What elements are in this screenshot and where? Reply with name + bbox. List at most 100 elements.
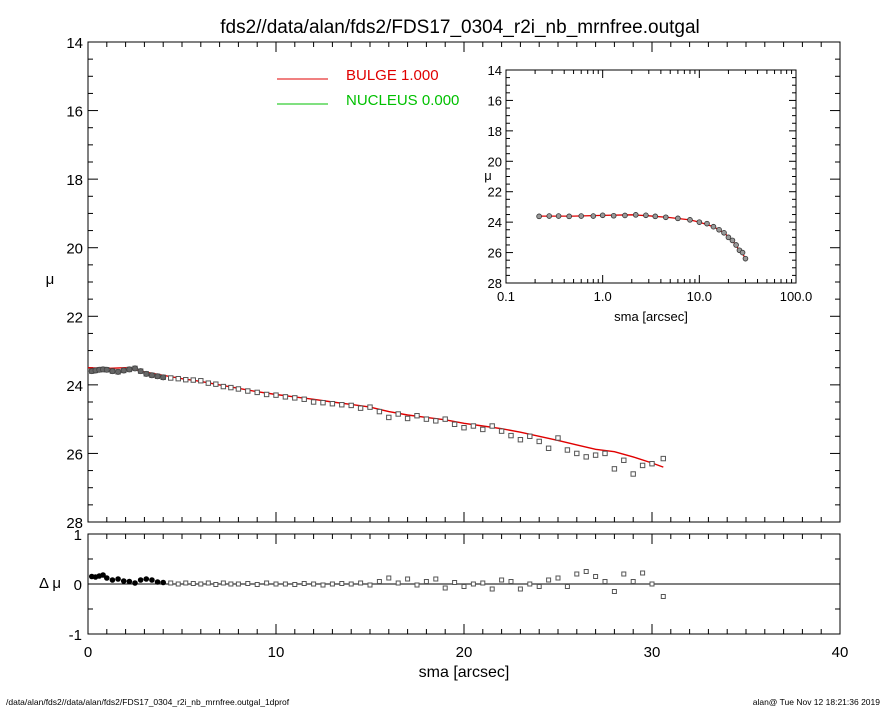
- inset-data-point: [733, 242, 739, 248]
- main-data-point-dense: [103, 366, 110, 373]
- residual-data-point: [376, 579, 382, 584]
- residual-data-point: [228, 581, 234, 587]
- residual-data-point: [640, 570, 646, 576]
- main-data-point: [205, 380, 212, 386]
- inset-data-point: [710, 223, 717, 230]
- inset-y-axis-label: μ: [484, 168, 492, 183]
- inset-x-tick-label: 0.1: [497, 289, 515, 304]
- main-data-point: [621, 457, 627, 463]
- main-data-point: [376, 408, 383, 415]
- main-data-point-dense: [131, 365, 138, 372]
- residual-data-point: [301, 581, 307, 586]
- inset-y-tick-label: 18: [488, 124, 502, 139]
- inset-y-tick-label: 16: [488, 93, 502, 108]
- residual-data-point: [583, 569, 589, 574]
- inset-y-tick-label: 20: [488, 154, 502, 169]
- inset-data-point: [725, 234, 732, 241]
- residual-data-point: [329, 581, 335, 587]
- residual-data-point: [508, 579, 514, 584]
- main-data-point: [611, 466, 618, 472]
- inset-data-point: [663, 214, 669, 221]
- residual-data-point: [367, 582, 373, 588]
- main-data-point-dense: [120, 367, 127, 374]
- footer-file-path: /data/alan/fds2//data/alan/fds2/FDS17_03…: [6, 697, 290, 707]
- inset-x-tick-label: 10.0: [687, 289, 712, 304]
- inset-data-point: [696, 219, 703, 225]
- residual-data-point: [198, 581, 204, 587]
- residual-data-point: [423, 579, 429, 584]
- residual-data-point: [546, 577, 552, 583]
- inset-data-point: [546, 213, 553, 219]
- inset-data-point: [536, 213, 542, 220]
- main-y-tick-label: 16: [66, 104, 83, 121]
- main-data-point: [329, 401, 336, 407]
- inset-x-tick-label: 1.0: [594, 289, 612, 304]
- main-data-point-dense: [160, 374, 167, 381]
- main-data-point: [282, 394, 289, 400]
- main-data-point: [190, 377, 196, 383]
- main-data-point: [235, 386, 242, 392]
- inset-data-point: [632, 212, 639, 218]
- residual-data-point-dense: [154, 579, 161, 585]
- inset-data-point: [652, 213, 659, 220]
- residual-data-point: [649, 581, 655, 587]
- residual-data-point: [273, 581, 279, 587]
- inset-data-point: [566, 213, 572, 220]
- inset-data-point: [622, 212, 628, 219]
- main-data-point-dense: [137, 368, 144, 375]
- main-data-point: [630, 471, 636, 477]
- residual-data-point: [348, 581, 354, 587]
- residual-data-point: [245, 581, 251, 586]
- inset-panel: 14 16 18 20 22 24 26 280.1 1.0 10.0 100.0 μ sma [a…: [484, 63, 812, 324]
- main-data-point: [564, 447, 571, 453]
- main-y-tick-label: 26: [66, 446, 83, 463]
- residual-data-point: [611, 589, 617, 594]
- residual-data-point: [320, 582, 326, 588]
- main-data-point-dense: [126, 366, 133, 373]
- main-data-point: [508, 432, 514, 439]
- residual-data-point: [395, 580, 401, 586]
- main-data-point: [273, 392, 279, 398]
- main-data-point: [254, 389, 260, 396]
- residual-y-axis-label: Δ μ: [39, 575, 61, 592]
- main-data-point: [292, 395, 298, 401]
- main-data-point: [451, 421, 458, 427]
- residual-data-point-dense: [160, 579, 166, 586]
- residual-data-point-dense: [143, 576, 150, 582]
- main-data-point: [602, 450, 608, 457]
- residual-data-point-dense: [115, 576, 121, 582]
- residual-data-point: [480, 580, 486, 586]
- residual-data-point: [282, 581, 288, 587]
- main-y-tick-label: 22: [66, 309, 83, 326]
- inset-data-point: [716, 226, 722, 233]
- residual-data-point: [433, 576, 439, 582]
- residual-data-point: [630, 579, 636, 584]
- main-data-point: [213, 381, 219, 387]
- residual-data-point-dense: [132, 580, 138, 586]
- inset-data-points: [536, 212, 749, 262]
- main-data-point: [583, 454, 589, 460]
- main-data-point: [480, 426, 486, 433]
- main-data-point-dense: [154, 373, 161, 380]
- inset-data-point: [610, 212, 617, 219]
- inset-data-point: [555, 213, 562, 219]
- main-y-tick-label: 20: [66, 241, 83, 258]
- residual-data-point: [517, 586, 523, 592]
- residual-data-point-dense: [120, 578, 127, 584]
- residual-data-point-dense: [100, 572, 106, 578]
- residual-data-point: [660, 594, 666, 599]
- main-data-point: [395, 411, 401, 417]
- main-axis-ticks: 14 16 18 20 22 24 26 28: [66, 35, 841, 532]
- residual-data-point: [452, 580, 458, 585]
- main-data-point: [649, 461, 655, 467]
- main-data-point: [348, 402, 354, 409]
- main-data-point: [357, 405, 364, 411]
- main-data-point-dense: [148, 372, 155, 379]
- inset-data-point: [742, 255, 749, 262]
- main-data-point-dense: [109, 368, 116, 375]
- main-panel: 14 16 18 20 22 24 26 28 μ: [46, 35, 841, 532]
- main-data-point: [228, 384, 234, 391]
- main-data-point: [660, 455, 666, 462]
- residual-data-point: [190, 581, 196, 586]
